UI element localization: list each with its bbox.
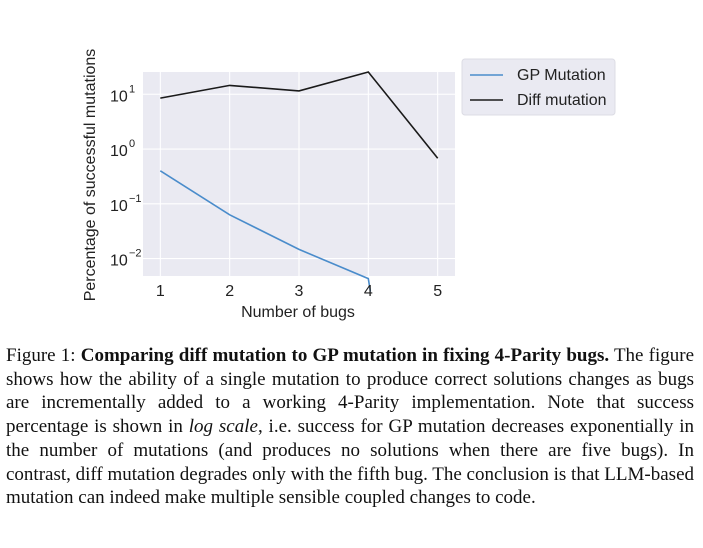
series-layer bbox=[159, 71, 439, 292]
y-axis-label: Percentage of successful mutations bbox=[82, 49, 99, 302]
y-tick-label: 10 bbox=[110, 198, 128, 215]
x-tick-labels: 1 2 3 4 5 bbox=[156, 283, 442, 300]
legend-label-diff-mutation: Diff mutation bbox=[517, 92, 607, 109]
y-tick-exponent: −2 bbox=[129, 248, 142, 260]
series-line-gp-mutation bbox=[159, 170, 372, 292]
y-tick-label: 10 bbox=[110, 253, 128, 270]
caption-title: Comparing diff mutation to GP mutation i… bbox=[80, 345, 610, 366]
x-tick-label: 3 bbox=[295, 283, 304, 300]
caption-body-1: The figure shows how the ability of a si… bbox=[6, 345, 695, 438]
x-tick-label: 2 bbox=[225, 283, 234, 300]
caption-figure-label: Figure 1: bbox=[6, 345, 76, 366]
x-axis-label: Number of bugs bbox=[241, 304, 355, 321]
y-tick-label: 10 bbox=[110, 88, 128, 105]
caption-log-scale: log scale bbox=[188, 416, 258, 438]
y-tick-exponent: 0 bbox=[129, 138, 135, 150]
x-tick-label: 1 bbox=[156, 283, 165, 300]
legend-label-gp-mutation: GP Mutation bbox=[517, 67, 606, 84]
y-tick-exponent: −1 bbox=[129, 193, 142, 205]
legend: GP Mutation Diff mutation bbox=[461, 58, 616, 116]
grid-lines bbox=[143, 72, 455, 276]
y-tick-exponent: 1 bbox=[129, 83, 135, 95]
y-tick-label: 10 bbox=[110, 143, 128, 160]
series-line-diff-mutation bbox=[160, 71, 439, 159]
legend-box bbox=[461, 58, 616, 116]
x-tick-label: 4 bbox=[364, 283, 373, 300]
caption-body-2: , i.e. success for GP mutation decreases… bbox=[6, 416, 695, 509]
x-tick-label: 5 bbox=[433, 283, 442, 300]
figure-caption: Figure 1: Comparing diff mutation to GP … bbox=[6, 344, 694, 510]
